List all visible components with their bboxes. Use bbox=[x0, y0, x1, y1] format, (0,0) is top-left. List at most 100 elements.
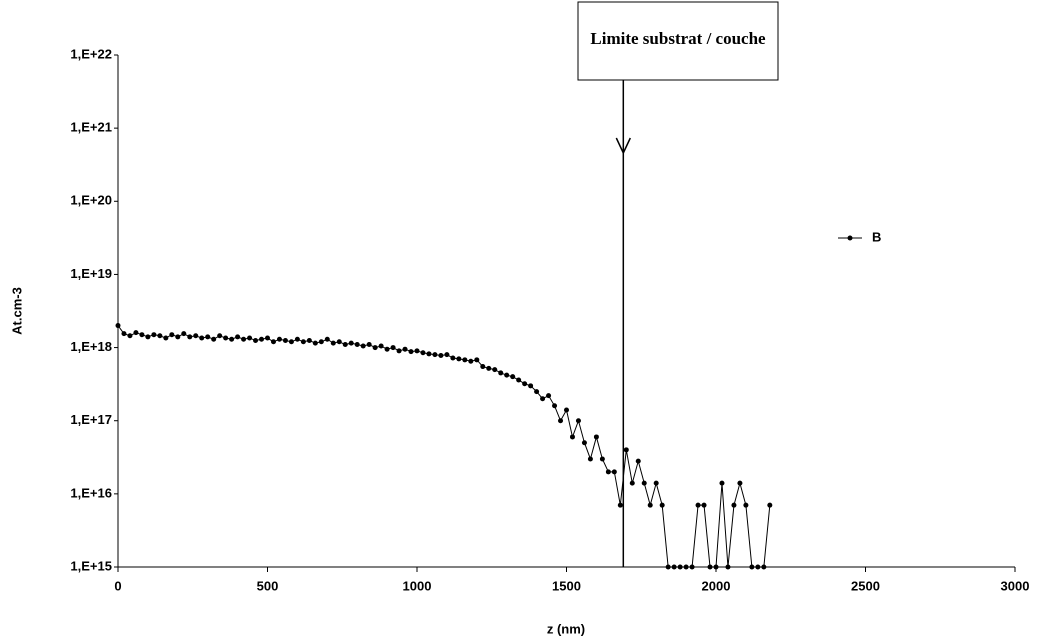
data-point bbox=[516, 377, 522, 383]
annotation-box bbox=[577, 1, 779, 81]
data-point bbox=[318, 339, 324, 345]
data-point bbox=[157, 333, 163, 339]
data-point bbox=[169, 332, 175, 338]
x-tick-label: 500 bbox=[257, 578, 279, 593]
x-tick-label: 3000 bbox=[1001, 578, 1030, 593]
x-tick-label: 0 bbox=[114, 578, 121, 593]
annotation-arrow bbox=[615, 137, 631, 155]
data-point bbox=[767, 502, 773, 508]
x-tick-label: 1500 bbox=[552, 578, 581, 593]
data-point bbox=[617, 502, 623, 508]
y-tick-label: 1,E+17 bbox=[70, 412, 112, 427]
data-point bbox=[408, 349, 414, 355]
data-point bbox=[480, 364, 486, 370]
data-point bbox=[671, 564, 677, 570]
data-point bbox=[414, 348, 420, 354]
data-point bbox=[468, 358, 474, 364]
data-point bbox=[372, 345, 378, 351]
y-tick-label: 1,E+15 bbox=[70, 558, 112, 573]
data-point bbox=[294, 336, 300, 342]
data-point bbox=[336, 339, 342, 345]
data-point bbox=[689, 564, 695, 570]
data-point bbox=[504, 372, 510, 378]
data-point bbox=[438, 352, 444, 358]
x-axis-label: z (nm) bbox=[547, 621, 585, 636]
data-point bbox=[623, 447, 629, 453]
data-point bbox=[587, 456, 593, 462]
data-point bbox=[199, 335, 205, 341]
data-point bbox=[599, 456, 605, 462]
data-point bbox=[187, 334, 193, 340]
data-point bbox=[282, 337, 288, 343]
data-point bbox=[558, 418, 564, 424]
data-point bbox=[354, 342, 360, 348]
data-point bbox=[522, 381, 528, 387]
data-point bbox=[701, 502, 707, 508]
legend-marker bbox=[847, 235, 853, 241]
data-point bbox=[635, 458, 641, 464]
data-point bbox=[241, 336, 247, 342]
data-point bbox=[139, 332, 145, 338]
data-point bbox=[390, 345, 396, 351]
x-tick-label: 1000 bbox=[403, 578, 432, 593]
data-point bbox=[540, 396, 546, 402]
data-point bbox=[145, 334, 151, 340]
data-point bbox=[450, 355, 456, 361]
y-tick-label: 1,E+19 bbox=[70, 266, 112, 281]
data-point bbox=[707, 564, 713, 570]
data-point bbox=[593, 434, 599, 440]
data-point bbox=[378, 343, 384, 349]
data-point bbox=[498, 370, 504, 376]
data-point bbox=[330, 340, 336, 346]
data-point bbox=[247, 335, 253, 341]
data-point bbox=[402, 346, 408, 352]
data-point bbox=[360, 343, 366, 349]
data-point bbox=[420, 350, 426, 356]
data-point bbox=[761, 564, 767, 570]
data-point bbox=[731, 502, 737, 508]
data-point bbox=[312, 340, 318, 346]
data-point bbox=[713, 564, 719, 570]
data-point bbox=[259, 336, 265, 342]
data-point bbox=[641, 480, 647, 486]
data-point bbox=[235, 334, 241, 340]
data-point bbox=[163, 335, 169, 341]
data-point bbox=[426, 351, 432, 357]
data-point bbox=[665, 564, 671, 570]
data-point bbox=[737, 480, 743, 486]
data-point bbox=[205, 334, 211, 340]
data-point bbox=[564, 407, 569, 413]
data-point bbox=[492, 367, 498, 373]
data-point bbox=[276, 336, 282, 342]
data-point bbox=[552, 403, 558, 409]
data-point bbox=[127, 333, 133, 339]
data-point bbox=[528, 383, 534, 389]
data-point bbox=[211, 336, 217, 342]
data-point bbox=[749, 564, 755, 570]
data-point bbox=[151, 332, 157, 338]
data-point bbox=[725, 564, 731, 570]
data-point bbox=[629, 480, 635, 486]
data-point bbox=[193, 333, 199, 339]
data-point bbox=[647, 502, 653, 508]
data-point bbox=[121, 331, 127, 337]
data-point bbox=[342, 342, 348, 348]
data-point bbox=[133, 330, 139, 336]
data-point bbox=[755, 564, 761, 570]
data-point bbox=[270, 339, 276, 345]
data-point bbox=[384, 346, 390, 352]
data-point bbox=[653, 480, 659, 486]
data-point bbox=[217, 333, 223, 339]
y-tick-label: 1,E+20 bbox=[70, 193, 112, 208]
data-point bbox=[611, 469, 617, 475]
data-point bbox=[175, 334, 181, 340]
data-point bbox=[486, 365, 492, 371]
data-point bbox=[456, 356, 462, 362]
data-point bbox=[265, 335, 270, 341]
data-point bbox=[300, 339, 306, 345]
series-line bbox=[117, 325, 771, 568]
x-tick-label: 2500 bbox=[851, 578, 880, 593]
data-point bbox=[366, 342, 372, 348]
data-point bbox=[223, 335, 229, 341]
